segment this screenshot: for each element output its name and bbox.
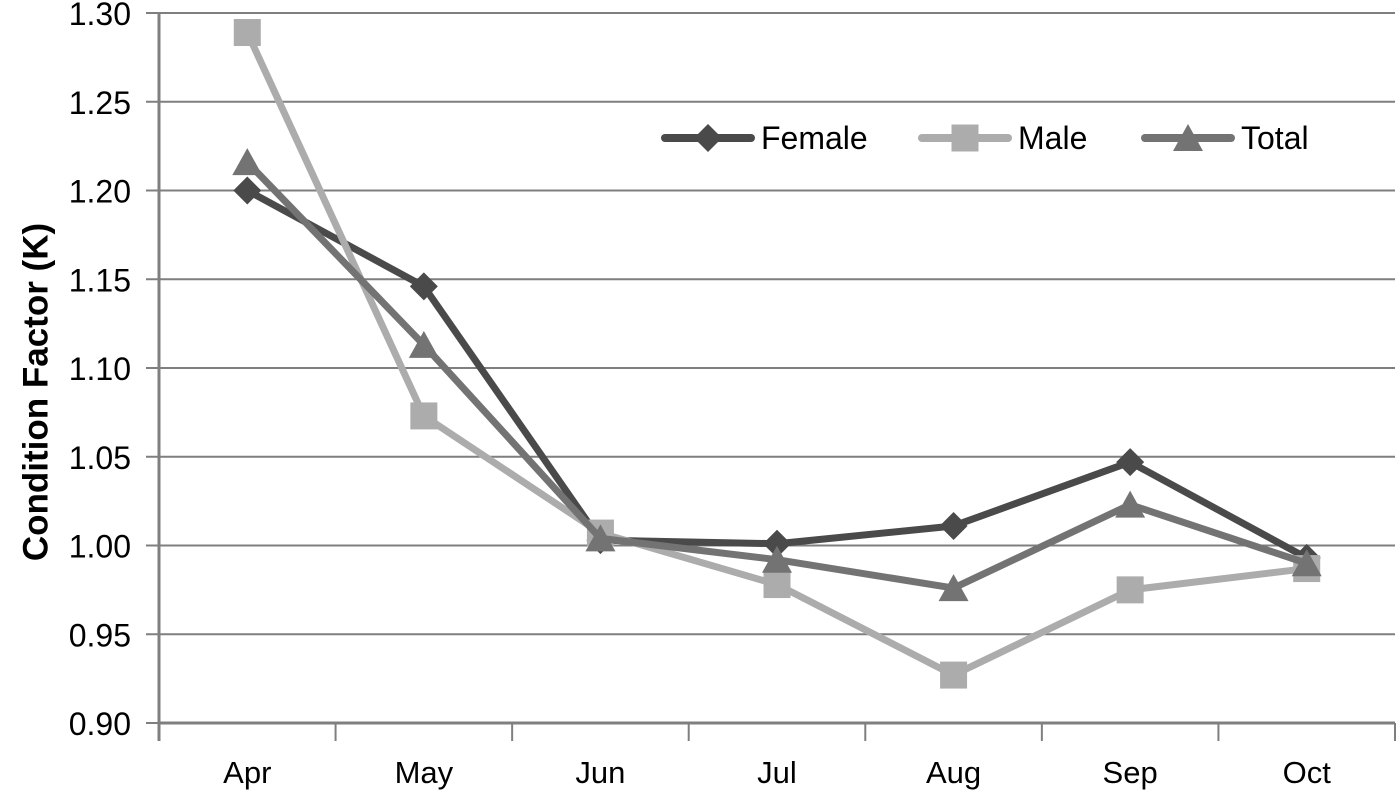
x-tick-label-jun: Jun [575, 755, 625, 790]
y-tick-label: 1.10 [69, 351, 131, 387]
x-tick-label-apr: Apr [223, 755, 271, 790]
male-marker-square-icon [940, 661, 968, 689]
legend-label-male: Male [1018, 120, 1087, 156]
y-tick-label: 1.30 [69, 0, 131, 32]
legend-label-female: Female [761, 120, 868, 156]
y-tick-label: 0.95 [69, 617, 131, 653]
legend-item-male: Male [918, 120, 1087, 156]
total-marker-triangle-icon [938, 574, 969, 602]
female-marker-diamond-icon [939, 511, 968, 540]
y-axis-title: Condition Factor (K) [17, 223, 56, 561]
male-marker-square-icon [410, 402, 438, 430]
y-tick-label: 0.90 [69, 706, 131, 742]
y-tick-label: 1.20 [69, 174, 131, 210]
legend: Female Male Total [661, 120, 1309, 156]
total-marker-triangle-icon [1291, 549, 1322, 577]
y-tick-label: 1.25 [69, 85, 131, 121]
legend-total-marker-triangle-icon [1173, 124, 1203, 151]
x-tick-label-sep: Sep [1103, 755, 1158, 790]
legend-female-marker-diamond-icon [694, 124, 722, 152]
legend-item-female: Female [661, 120, 868, 156]
female-marker-diamond-icon [1116, 448, 1145, 477]
y-tick-label: 1.05 [69, 440, 131, 476]
female-marker-diamond-icon [409, 272, 438, 301]
x-tick-label-jul: Jul [757, 755, 797, 790]
legend-label-total: Total [1241, 120, 1309, 156]
x-tick-label-oct: Oct [1283, 755, 1332, 790]
total-marker-triangle-icon [1115, 490, 1146, 518]
male-marker-square-icon [1116, 576, 1144, 604]
female-marker-diamond-icon [763, 529, 791, 558]
total-marker-triangle-icon [232, 148, 263, 176]
legend-male-marker-square-icon [951, 124, 979, 152]
series-total [232, 148, 1322, 602]
x-tick-label-may: May [395, 755, 454, 790]
legend-item-total: Total [1141, 120, 1309, 156]
male-marker-square-icon [763, 571, 791, 599]
total-marker-triangle-icon [762, 545, 792, 573]
x-tick-label-aug: Aug [926, 755, 981, 790]
total-marker-triangle-icon [408, 330, 439, 358]
total-marker-triangle-icon [585, 524, 616, 552]
male-marker-square-icon [233, 19, 261, 47]
y-tick-label: 1.00 [69, 529, 131, 565]
female-marker-diamond-icon [233, 176, 262, 205]
y-tick-label: 1.15 [69, 262, 131, 298]
